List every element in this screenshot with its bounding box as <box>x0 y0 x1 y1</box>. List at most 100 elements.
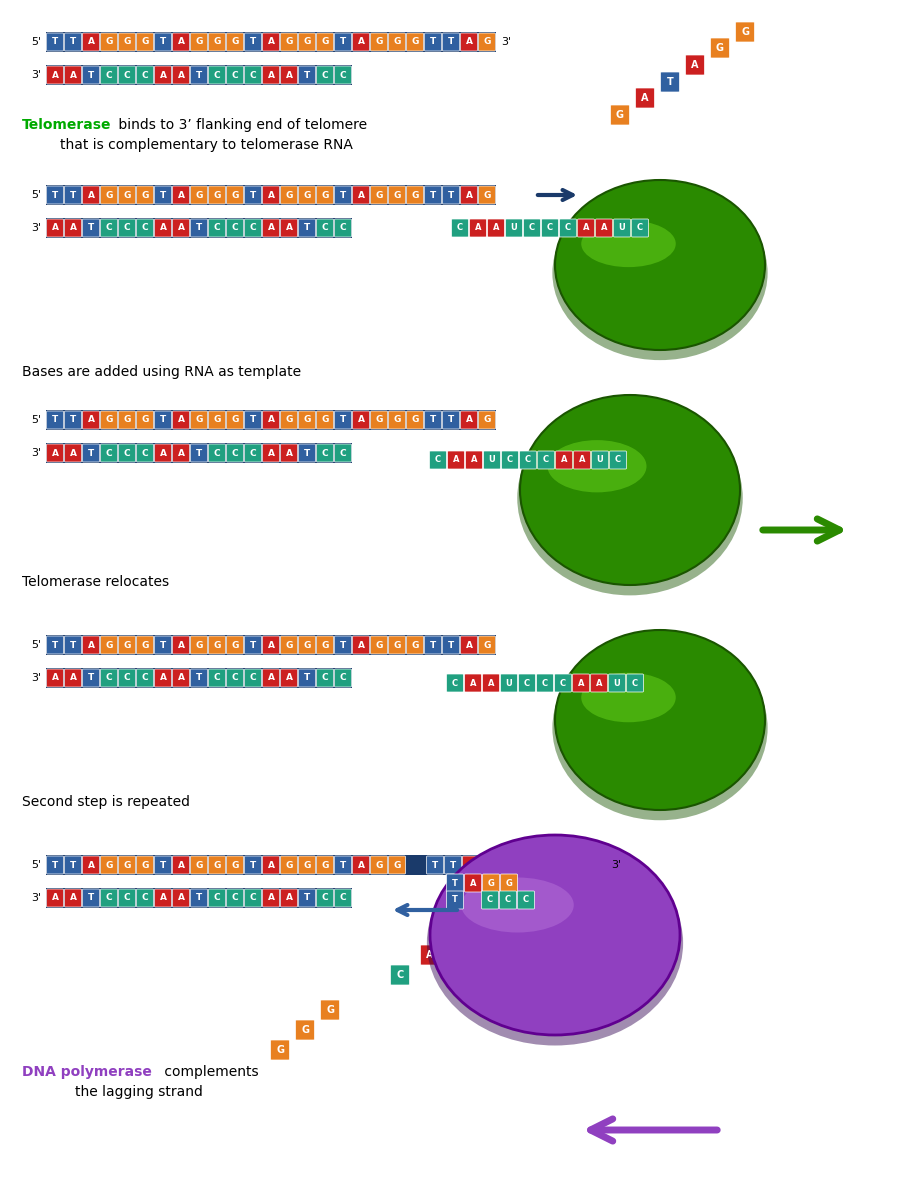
FancyBboxPatch shape <box>208 66 225 84</box>
Text: C: C <box>340 449 346 457</box>
Text: C: C <box>505 895 511 905</box>
Text: T: T <box>52 37 58 47</box>
FancyBboxPatch shape <box>370 856 388 874</box>
Text: T: T <box>250 415 257 425</box>
Text: 3': 3' <box>611 860 621 870</box>
Text: G: G <box>142 37 149 47</box>
FancyBboxPatch shape <box>227 636 243 654</box>
Text: C: C <box>231 449 239 457</box>
Text: T: T <box>88 449 94 457</box>
Text: C: C <box>124 71 130 79</box>
Text: G: G <box>213 37 221 47</box>
FancyBboxPatch shape <box>208 856 225 874</box>
FancyBboxPatch shape <box>483 674 500 692</box>
Text: 5': 5' <box>30 640 41 650</box>
Text: T: T <box>431 860 438 870</box>
Text: G: G <box>741 26 749 37</box>
FancyBboxPatch shape <box>447 874 464 892</box>
FancyBboxPatch shape <box>448 451 465 469</box>
Text: A: A <box>596 678 602 688</box>
FancyBboxPatch shape <box>320 1000 339 1020</box>
FancyBboxPatch shape <box>83 410 100 428</box>
FancyBboxPatch shape <box>245 856 262 874</box>
Text: A: A <box>358 37 364 47</box>
Text: C: C <box>542 678 548 688</box>
FancyBboxPatch shape <box>501 451 518 469</box>
Text: A: A <box>178 37 185 47</box>
Text: G: G <box>213 415 221 425</box>
FancyBboxPatch shape <box>100 444 118 462</box>
Text: G: G <box>375 37 383 47</box>
FancyBboxPatch shape <box>590 674 607 692</box>
FancyBboxPatch shape <box>154 670 171 686</box>
FancyBboxPatch shape <box>47 889 64 907</box>
FancyBboxPatch shape <box>118 856 135 874</box>
Text: A: A <box>267 191 274 199</box>
Text: A: A <box>267 641 274 649</box>
FancyBboxPatch shape <box>465 874 482 892</box>
Text: T: T <box>340 37 346 47</box>
Text: G: G <box>375 191 383 199</box>
FancyBboxPatch shape <box>83 66 100 84</box>
Text: G: G <box>285 191 292 199</box>
FancyBboxPatch shape <box>208 218 225 236</box>
FancyBboxPatch shape <box>445 856 461 874</box>
FancyBboxPatch shape <box>536 674 553 692</box>
FancyBboxPatch shape <box>506 218 522 236</box>
FancyBboxPatch shape <box>83 218 100 236</box>
Text: G: G <box>213 860 221 870</box>
Text: T: T <box>196 673 202 683</box>
Ellipse shape <box>553 636 768 821</box>
FancyBboxPatch shape <box>227 889 243 907</box>
FancyBboxPatch shape <box>578 218 595 236</box>
FancyBboxPatch shape <box>154 889 171 907</box>
Text: T: T <box>196 449 202 457</box>
FancyBboxPatch shape <box>65 636 82 654</box>
FancyBboxPatch shape <box>614 218 631 236</box>
FancyBboxPatch shape <box>227 856 243 874</box>
Ellipse shape <box>518 401 743 595</box>
FancyBboxPatch shape <box>560 218 577 236</box>
FancyBboxPatch shape <box>208 32 225 50</box>
Ellipse shape <box>555 180 765 350</box>
Text: A: A <box>267 673 274 683</box>
FancyBboxPatch shape <box>118 218 135 236</box>
FancyBboxPatch shape <box>190 670 207 686</box>
Text: C: C <box>632 678 638 688</box>
FancyBboxPatch shape <box>100 410 118 428</box>
FancyBboxPatch shape <box>424 32 441 50</box>
Text: T: T <box>196 894 202 902</box>
FancyBboxPatch shape <box>65 670 82 686</box>
FancyBboxPatch shape <box>172 444 189 462</box>
FancyBboxPatch shape <box>335 636 352 654</box>
Text: G: G <box>105 860 113 870</box>
FancyBboxPatch shape <box>317 856 334 874</box>
FancyBboxPatch shape <box>172 66 189 84</box>
FancyBboxPatch shape <box>136 636 153 654</box>
FancyBboxPatch shape <box>65 444 82 462</box>
FancyBboxPatch shape <box>154 186 171 204</box>
FancyBboxPatch shape <box>626 674 643 692</box>
Text: 5': 5' <box>30 190 41 200</box>
FancyBboxPatch shape <box>47 66 64 84</box>
Text: T: T <box>448 415 454 425</box>
Text: A: A <box>178 860 185 870</box>
FancyBboxPatch shape <box>154 410 171 428</box>
Text: G: G <box>231 191 239 199</box>
Text: G: G <box>105 191 113 199</box>
FancyBboxPatch shape <box>281 186 298 204</box>
Text: T: T <box>250 37 257 47</box>
Text: C: C <box>213 449 221 457</box>
Text: T: T <box>160 37 166 47</box>
Text: G: G <box>483 37 491 47</box>
Text: A: A <box>69 71 76 79</box>
Text: G: G <box>142 191 149 199</box>
FancyBboxPatch shape <box>190 856 207 874</box>
FancyBboxPatch shape <box>524 218 541 236</box>
FancyBboxPatch shape <box>335 856 352 874</box>
FancyBboxPatch shape <box>591 451 608 469</box>
Text: T: T <box>304 71 310 79</box>
FancyBboxPatch shape <box>65 32 82 50</box>
Text: G: G <box>196 860 203 870</box>
FancyBboxPatch shape <box>518 890 535 910</box>
